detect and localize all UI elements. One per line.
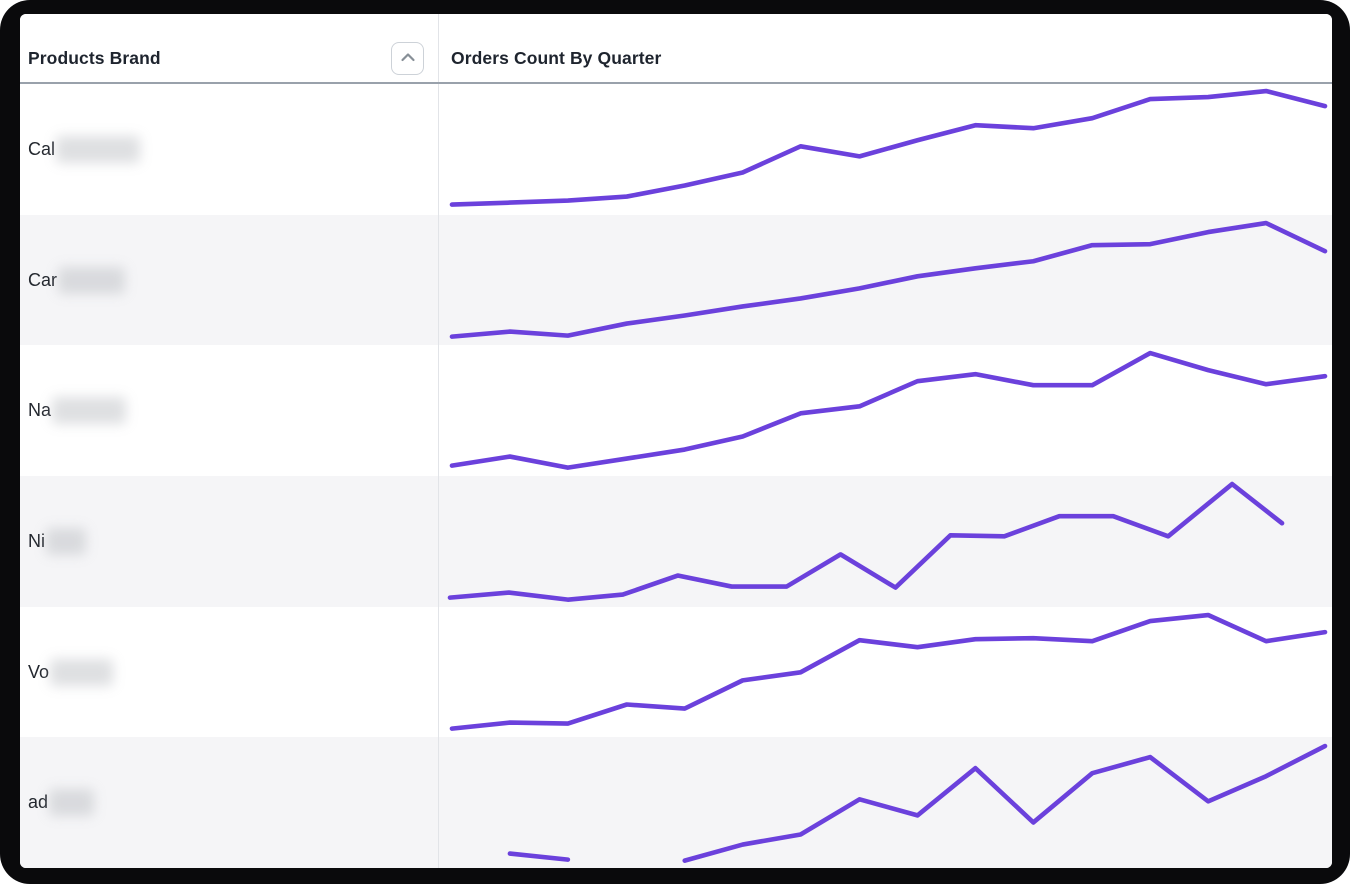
chart-cell[interactable] <box>438 345 1332 477</box>
redacted-text <box>50 658 114 686</box>
chart-cell[interactable] <box>438 214 1332 346</box>
brand-label-prefix: Na <box>28 400 52 421</box>
table-body: Cal Car Na Ni Vo <box>20 84 1332 868</box>
orders-count-header-label: Orders Count By Quarter <box>451 47 662 68</box>
brand-label-prefix: Cal <box>28 138 56 159</box>
brand-cell[interactable]: Ni <box>20 476 438 607</box>
sparkline-line <box>449 612 1328 731</box>
table-header: Products Brand Orders Count By Quarter <box>20 14 1332 84</box>
column-header-products-brand: Products Brand <box>20 14 438 82</box>
redacted-text <box>46 527 86 555</box>
sparkline-line <box>449 351 1328 471</box>
brand-cell[interactable]: Car <box>20 215 438 346</box>
sparkline-chart <box>449 220 1328 339</box>
sparkline-chart <box>449 88 1328 207</box>
sparkline-chart <box>447 481 1285 602</box>
brand-label-prefix: ad <box>28 792 49 813</box>
table-row[interactable]: Ni <box>20 476 1332 607</box>
redacted-text <box>56 135 141 163</box>
brand-cell[interactable]: ad <box>20 737 438 868</box>
sparkline-line <box>447 481 1285 602</box>
chevron-up-icon <box>400 53 415 62</box>
brand-cell[interactable]: Vo <box>20 607 438 738</box>
sparkline-line <box>507 851 571 863</box>
table-row[interactable]: Car <box>20 214 1332 346</box>
brand-label-prefix: Car <box>28 269 58 290</box>
chart-cell[interactable] <box>438 606 1332 738</box>
products-brand-header-label: Products Brand <box>28 47 161 68</box>
brand-cell[interactable]: Cal <box>20 84 438 215</box>
brand-cell[interactable]: Na <box>20 345 438 476</box>
brand-label-prefix: Vo <box>28 661 50 682</box>
brand-label-prefix: Ni <box>28 530 45 551</box>
sparkline-chart <box>449 351 1328 471</box>
table-row[interactable]: Vo <box>20 606 1332 738</box>
redacted-text <box>49 789 95 817</box>
table-row[interactable]: Na <box>20 345 1332 477</box>
sparkline-line <box>682 744 1328 864</box>
chart-cell[interactable] <box>438 737 1332 868</box>
redacted-text <box>52 397 127 425</box>
column-header-orders-count: Orders Count By Quarter <box>438 14 1332 82</box>
results-table: Products Brand Orders Count By Quarter C… <box>20 14 1332 868</box>
chart-cell[interactable] <box>438 476 1332 607</box>
sort-ascending-button[interactable] <box>391 41 424 75</box>
table-row[interactable]: ad <box>20 737 1332 868</box>
sparkline-chart <box>449 612 1328 731</box>
chart-cell[interactable] <box>438 84 1332 215</box>
sparkline-line <box>449 220 1328 339</box>
sparkline-chart <box>507 744 1328 864</box>
table-row[interactable]: Cal <box>20 84 1332 215</box>
sparkline-line <box>449 88 1328 207</box>
redacted-text <box>58 266 126 294</box>
